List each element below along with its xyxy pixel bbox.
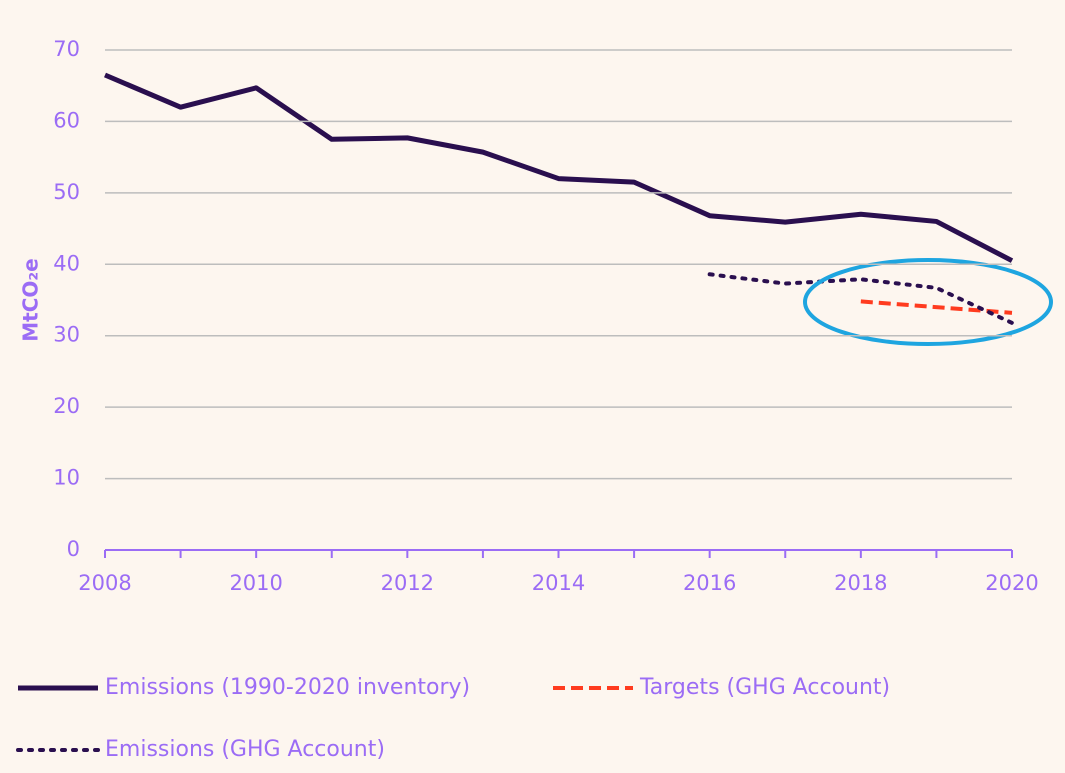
x-tick-label: 2016 [683, 571, 736, 595]
x-tick-label: 2012 [381, 571, 434, 595]
y-tick-label: 30 [53, 323, 80, 347]
x-tick-label: 2018 [834, 571, 887, 595]
x-tick-label: 2010 [229, 571, 282, 595]
y-tick-label: 60 [53, 108, 80, 132]
y-tick-label: 50 [53, 180, 80, 204]
highlight-ellipse [803, 258, 1053, 346]
y-tick-label: 0 [67, 537, 80, 561]
y-axis-label: MtCO₂e [19, 258, 43, 341]
series-line [860, 299, 1013, 315]
legend-label: Emissions (1990-2020 inventory) [105, 675, 470, 700]
y-tick-label: 10 [53, 466, 80, 490]
series-line [707, 272, 1014, 325]
legend-label: Targets (GHG Account) [639, 675, 890, 700]
series-line [104, 72, 1014, 263]
x-tick-label: 2008 [78, 571, 131, 595]
legend-label: Emissions (GHG Account) [105, 737, 385, 762]
y-tick-label: 70 [53, 37, 80, 61]
y-tick-label: 40 [53, 251, 80, 275]
x-tick-label: 2014 [532, 571, 585, 595]
y-tick-label: 20 [53, 394, 80, 418]
x-tick-label: 2020 [985, 571, 1038, 595]
